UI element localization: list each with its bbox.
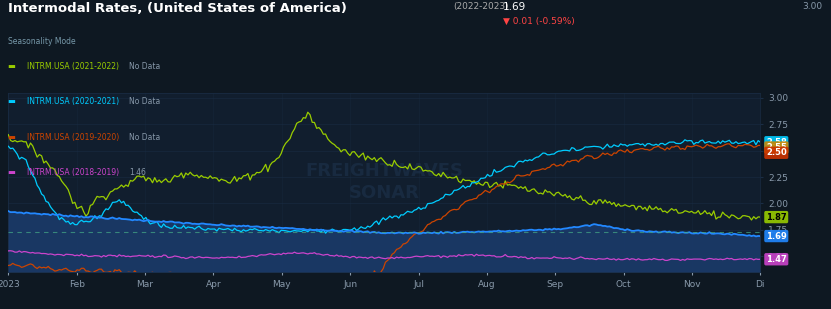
Text: Seasonality Mode: Seasonality Mode: [8, 37, 76, 46]
Text: (2022-2023): (2022-2023): [453, 2, 509, 11]
Text: No Data: No Data: [129, 133, 160, 142]
Text: No Data: No Data: [129, 97, 160, 106]
Text: 2.50: 2.50: [766, 148, 787, 157]
Text: FREIGHTWAVES
SONAR: FREIGHTWAVES SONAR: [305, 162, 464, 202]
Text: 2.55: 2.55: [766, 143, 787, 152]
Text: ▬: ▬: [8, 168, 19, 177]
Text: 1.47: 1.47: [766, 255, 787, 264]
Text: ▬: ▬: [8, 133, 19, 142]
Text: INTRM.USA (2018-2019): INTRM.USA (2018-2019): [27, 168, 119, 177]
Text: ▼ 0.01 (-0.59%): ▼ 0.01 (-0.59%): [503, 17, 574, 26]
Text: ▬: ▬: [8, 97, 19, 106]
Text: INTRM.USA (2021-2022): INTRM.USA (2021-2022): [27, 62, 119, 71]
Text: 1.46: 1.46: [129, 168, 145, 177]
Text: 2.58: 2.58: [766, 138, 787, 147]
Text: INTRM.USA (2020-2021): INTRM.USA (2020-2021): [27, 97, 119, 106]
Text: 1.87: 1.87: [766, 213, 787, 222]
Text: ▬: ▬: [8, 62, 19, 71]
Text: Intermodal Rates, (United States of America): Intermodal Rates, (United States of Amer…: [8, 2, 347, 15]
Text: No Data: No Data: [129, 62, 160, 71]
Text: 1.69: 1.69: [503, 2, 526, 11]
Text: 1.69: 1.69: [766, 231, 787, 241]
Text: 3.00: 3.00: [802, 2, 822, 11]
Text: INTRM.USA (2019-2020): INTRM.USA (2019-2020): [27, 133, 119, 142]
